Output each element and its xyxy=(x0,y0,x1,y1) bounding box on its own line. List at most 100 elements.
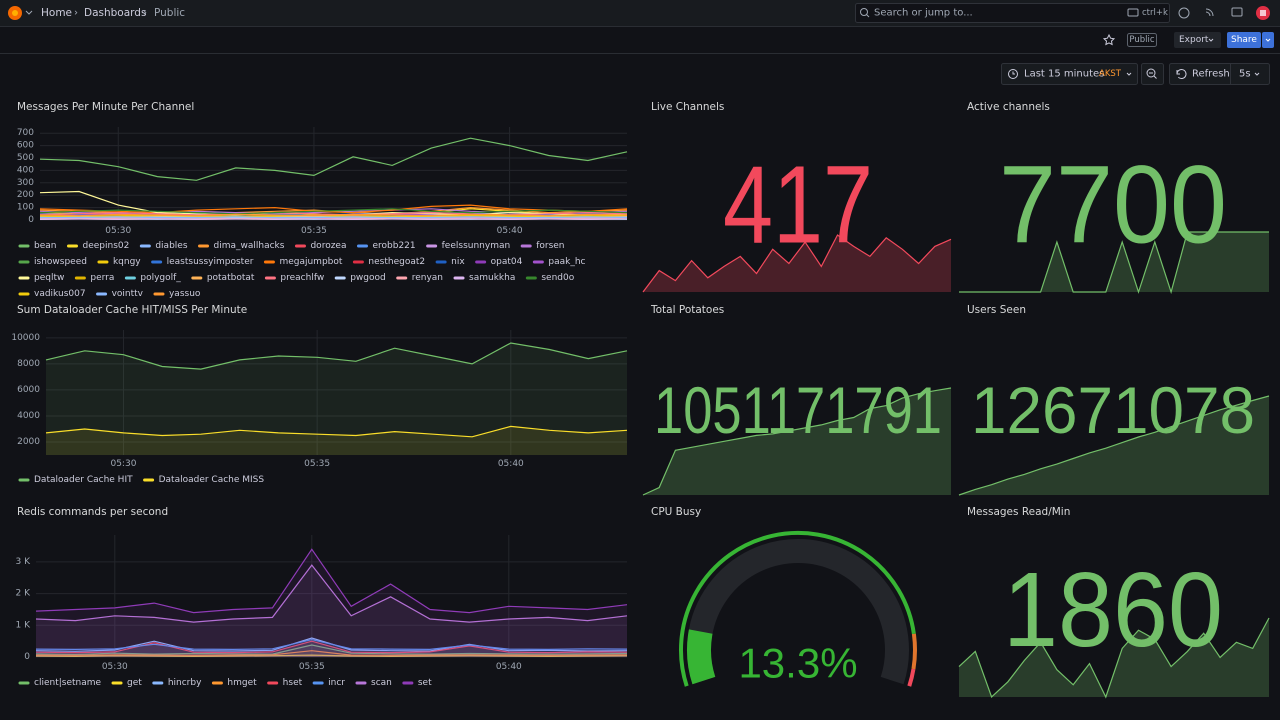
series-line xyxy=(39,215,628,218)
y-tick-label: 2 K xyxy=(16,589,32,599)
panel-title: CPU Busy xyxy=(651,506,701,518)
share-label[interactable]: Share xyxy=(1231,35,1257,45)
legend-item[interactable]: potatbotat xyxy=(191,273,255,283)
legend-item[interactable]: dorozea xyxy=(294,241,346,251)
export-label[interactable]: Export xyxy=(1179,35,1209,45)
legend-item[interactable]: dima_wallhacks xyxy=(198,241,285,251)
legend-item[interactable]: send0o xyxy=(525,273,575,283)
legend-label: pwgood xyxy=(350,273,386,283)
search-field[interactable] xyxy=(855,3,1170,23)
legend-item[interactable]: diables xyxy=(139,241,188,251)
search-placeholder[interactable]: Search or jump to... xyxy=(874,8,973,19)
legend-item[interactable]: Dataloader Cache HIT xyxy=(18,475,133,485)
user-avatar-pattern[interactable] xyxy=(1260,10,1266,16)
series-line xyxy=(39,208,628,215)
star-button[interactable] xyxy=(1102,33,1116,46)
y-tick-label: 6000 xyxy=(17,385,40,395)
export-button[interactable] xyxy=(1174,32,1221,48)
legend-item[interactable]: pwgood xyxy=(334,273,386,283)
zoom-icon-detail[interactable] xyxy=(1149,72,1157,79)
timezone[interactable]: AKST xyxy=(1099,69,1122,79)
legend-item[interactable]: preachlfw xyxy=(264,273,324,283)
y-tick-label: 300 xyxy=(17,178,34,188)
legend-item[interactable]: megajumpbot xyxy=(263,257,343,267)
help-icon[interactable] xyxy=(1178,7,1190,19)
time-range[interactable]: Last 15 minutes xyxy=(1024,69,1104,80)
legend-item[interactable]: set xyxy=(402,678,432,688)
clock-icon[interactable] xyxy=(1008,69,1018,79)
legend-item[interactable]: hincrby xyxy=(152,678,202,688)
news-icon[interactable] xyxy=(1205,8,1214,17)
legend-item[interactable]: erobb221 xyxy=(356,241,416,251)
breadcrumb-current: Public xyxy=(154,7,185,19)
refresh-picker[interactable] xyxy=(1169,63,1270,85)
legend-label: send0o xyxy=(541,273,574,283)
legend-item[interactable]: feelssunnyman xyxy=(426,241,511,251)
keyboard-icon xyxy=(1127,8,1139,17)
refresh-label[interactable]: Refresh xyxy=(1192,69,1230,80)
legend-item[interactable]: paak_hc xyxy=(532,257,586,267)
series-area xyxy=(36,639,627,657)
series-line xyxy=(35,640,628,654)
legend-item[interactable]: forsen xyxy=(520,241,565,251)
legend-item[interactable]: scan xyxy=(355,678,392,688)
legend-item[interactable]: hmget xyxy=(211,678,257,688)
kiosk-icon[interactable] xyxy=(1231,7,1243,17)
legend-item[interactable]: Dataloader Cache MISS xyxy=(143,475,265,485)
threshold-arc xyxy=(911,633,917,670)
logo-caret[interactable] xyxy=(25,10,33,15)
stat-value: 1051171791 xyxy=(654,373,942,447)
clock-hands[interactable] xyxy=(1012,71,1015,75)
sparkline-line xyxy=(958,395,1270,496)
legend-item[interactable]: incr xyxy=(312,678,345,688)
share-caret[interactable] xyxy=(1265,38,1271,42)
x-tick-label: 05:40 xyxy=(496,662,522,672)
legend-item[interactable]: yassuo xyxy=(153,289,201,299)
legend-item[interactable]: perra xyxy=(74,273,114,283)
share-button[interactable] xyxy=(1227,32,1261,48)
zoom-icon[interactable] xyxy=(1146,68,1156,78)
legend-label: Dataloader Cache MISS xyxy=(159,475,265,485)
legend-item[interactable]: vadikus007 xyxy=(18,289,86,299)
legend-item[interactable]: polygolf_ xyxy=(124,273,181,283)
y-tick-label: 2000 xyxy=(17,437,40,447)
time-caret[interactable] xyxy=(1126,72,1132,76)
sparkline-area xyxy=(643,235,951,292)
share-dropdown[interactable] xyxy=(1262,32,1274,48)
legend-item[interactable]: renyan xyxy=(396,273,443,283)
refresh-interval[interactable]: 5s xyxy=(1239,69,1251,80)
legend-label: megajumpbot xyxy=(279,257,342,267)
legend-item[interactable]: kqngy xyxy=(97,257,141,267)
interval-caret[interactable] xyxy=(1254,72,1260,76)
legend-item[interactable]: client|setname xyxy=(18,678,101,688)
stat-value: 7700 xyxy=(999,144,1227,267)
grafana-logo[interactable] xyxy=(8,6,33,20)
legend-item[interactable]: vointtv xyxy=(96,289,144,299)
legend-item[interactable]: peqltw xyxy=(18,273,64,283)
zoom-out-button[interactable] xyxy=(1141,63,1164,85)
legend-item[interactable]: ishowspeed xyxy=(18,257,87,267)
search-box[interactable]: Search or jump to... ctrl+k xyxy=(855,3,1170,23)
time-series: 2000 4000 6000 8000 10000 05:30 05:35 05:40 Data… xyxy=(11,330,628,485)
breadcrumb[interactable]: Home xyxy=(41,7,72,19)
legend-item[interactable]: bean xyxy=(18,241,56,251)
refresh-icon[interactable] xyxy=(1176,69,1187,80)
export-caret[interactable] xyxy=(1208,38,1214,42)
logo-core[interactable] xyxy=(12,10,18,16)
breadcrumb[interactable]: Dashboards xyxy=(84,7,146,19)
legend-item[interactable]: get xyxy=(111,678,142,688)
panel-title: Messages Read/Min xyxy=(967,506,1070,518)
legend-label: perra xyxy=(90,273,114,283)
legend-item[interactable]: nesthegoat2 xyxy=(352,257,425,267)
legend-item[interactable]: hset xyxy=(267,678,303,688)
series-area xyxy=(46,343,627,455)
y-tick-label: 8000 xyxy=(17,359,40,369)
legend-item[interactable]: deepins02 xyxy=(66,241,129,251)
legend-label: client|setname xyxy=(34,678,101,688)
legend-item[interactable]: samukkha xyxy=(453,273,515,283)
legend-item[interactable]: leastsussyimposter xyxy=(151,257,254,267)
x-tick-label: 05:30 xyxy=(110,459,136,469)
legend-item[interactable]: nix xyxy=(435,257,465,267)
time-picker[interactable] xyxy=(1001,63,1138,85)
legend-item[interactable]: opat04 xyxy=(475,257,523,267)
